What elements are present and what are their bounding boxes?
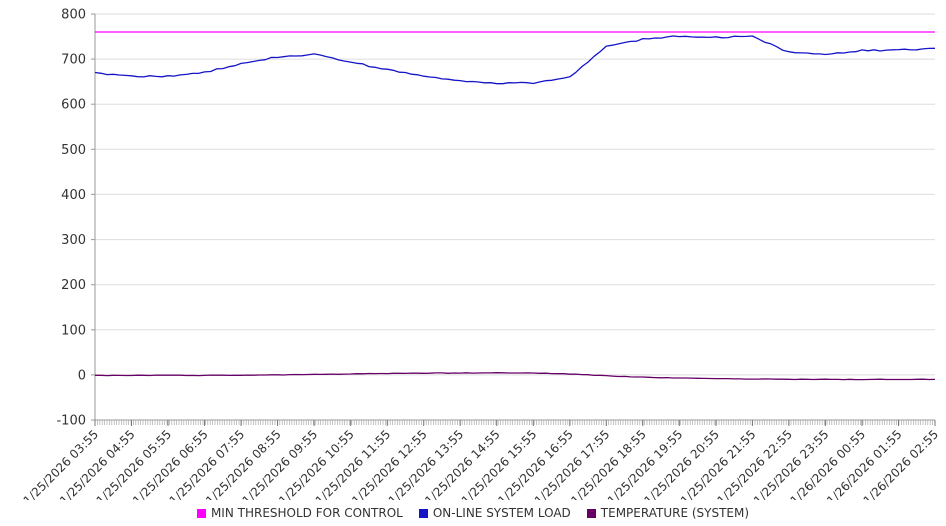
legend-item-temperature-system[interactable]: TEMPERATURE (SYSTEM) xyxy=(586,506,750,520)
legend-swatch-icon xyxy=(586,508,596,518)
legend-label: TEMPERATURE (SYSTEM) xyxy=(600,506,750,520)
svg-text:700: 700 xyxy=(61,53,86,68)
svg-text:600: 600 xyxy=(61,98,86,113)
legend-label: ON-LINE SYSTEM LOAD xyxy=(432,506,571,520)
svg-text:1/25/2026 03:55: 1/25/2026 03:55 xyxy=(21,427,102,500)
svg-text:500: 500 xyxy=(61,143,86,158)
legend-swatch-icon xyxy=(418,508,428,518)
svg-text:100: 100 xyxy=(61,323,86,338)
svg-text:400: 400 xyxy=(61,188,86,203)
legend-swatch-icon xyxy=(196,508,206,518)
svg-text:800: 800 xyxy=(61,8,86,23)
legend-label: MIN THRESHOLD FOR CONTROL xyxy=(210,506,403,520)
chart-legend: MIN THRESHOLD FOR CONTROL ON-LINE SYSTEM… xyxy=(0,506,946,520)
legend-item-min-threshold[interactable]: MIN THRESHOLD FOR CONTROL xyxy=(196,506,403,520)
svg-text:0: 0 xyxy=(78,368,86,383)
svg-text:300: 300 xyxy=(61,233,86,248)
svg-text:-100: -100 xyxy=(56,414,86,429)
svg-text:200: 200 xyxy=(61,278,86,293)
legend-item-online-system-load[interactable]: ON-LINE SYSTEM LOAD xyxy=(418,506,571,520)
chart-canvas: -100 0 100 200 300 400 500 600 700 800 1/25/2026 0… xyxy=(21,8,942,501)
